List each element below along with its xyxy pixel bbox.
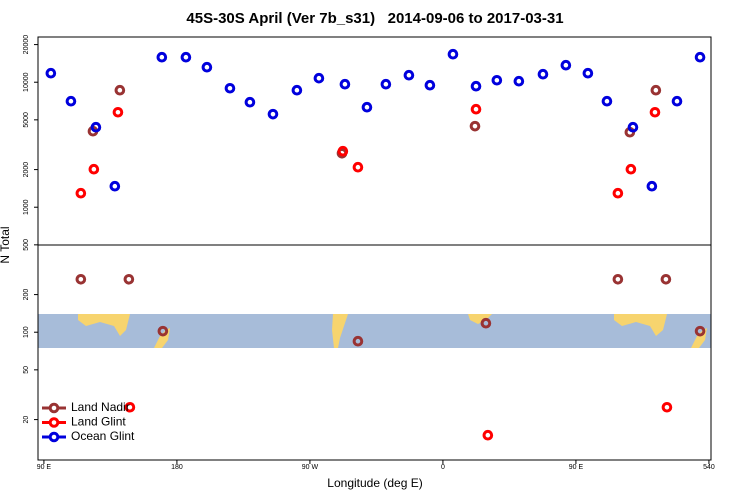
data-point xyxy=(88,163,100,175)
y-tick-label: 20 xyxy=(23,416,30,424)
data-point xyxy=(601,95,613,107)
data-point xyxy=(109,180,121,192)
map-strip xyxy=(38,314,711,348)
data-point xyxy=(627,121,639,133)
legend-label: Ocean Glint xyxy=(71,429,135,443)
x-tick-label: 90 E xyxy=(569,464,584,471)
data-point xyxy=(339,78,351,90)
data-point xyxy=(582,67,594,79)
data-point xyxy=(267,108,279,120)
x-tick-label: 180 xyxy=(171,464,183,471)
data-point xyxy=(649,106,661,118)
x-tick-label: 90 W xyxy=(302,464,319,471)
data-point xyxy=(537,68,549,80)
y-tick-label: 20000 xyxy=(23,35,30,55)
legend-marker xyxy=(48,431,60,443)
data-point xyxy=(112,106,124,118)
y-axis-label: N Total xyxy=(0,226,12,263)
data-point xyxy=(352,161,364,173)
y-tick-label: 500 xyxy=(23,239,30,251)
data-point xyxy=(694,51,706,63)
y-tick-label: 2000 xyxy=(23,162,30,178)
data-point xyxy=(224,82,236,94)
data-point xyxy=(65,95,77,107)
data-point xyxy=(625,163,637,175)
data-point xyxy=(403,69,415,81)
data-point xyxy=(660,274,672,285)
legend-marker xyxy=(48,417,60,428)
data-point xyxy=(491,74,503,86)
data-point xyxy=(612,187,624,199)
data-point xyxy=(646,180,658,192)
data-point xyxy=(671,95,683,107)
data-point xyxy=(469,120,481,132)
legend-label: Land Nadir xyxy=(71,400,130,414)
data-point xyxy=(114,84,126,96)
y-tick-label: 200 xyxy=(23,289,30,301)
chart-title: 45S-30S April (Ver 7b_s31) 2014-09-06 to… xyxy=(186,10,563,27)
data-point xyxy=(380,78,392,90)
data-point xyxy=(201,61,213,73)
data-point xyxy=(123,274,135,285)
data-point xyxy=(45,67,57,79)
data-point xyxy=(560,59,572,71)
data-point xyxy=(470,80,482,92)
data-point xyxy=(361,101,373,113)
legend-label: Land Glint xyxy=(71,415,126,429)
data-point xyxy=(313,72,325,84)
x-tick-label: 540 xyxy=(703,464,715,471)
data-point xyxy=(694,325,706,337)
data-point xyxy=(90,121,102,133)
data-point xyxy=(156,51,168,63)
x-axis-label: Longitude (deg E) xyxy=(327,476,422,490)
data-point xyxy=(291,84,303,96)
y-tick-label: 50 xyxy=(23,366,30,374)
y-tick-label: 100 xyxy=(23,326,30,338)
data-point xyxy=(650,84,662,96)
y-tick-label: 5000 xyxy=(23,112,30,128)
data-point xyxy=(75,274,87,285)
data-point xyxy=(157,325,169,337)
x-tick-label: 0 xyxy=(441,464,445,471)
data-point xyxy=(482,429,494,441)
data-point xyxy=(447,48,459,60)
y-tick-label: 10000 xyxy=(23,72,30,92)
y-tick-label: 1000 xyxy=(23,199,30,215)
data-point xyxy=(424,79,436,91)
data-point xyxy=(180,51,192,63)
data-point xyxy=(513,75,525,87)
data-point xyxy=(75,187,87,199)
data-point xyxy=(352,335,364,347)
legend-marker xyxy=(48,402,60,414)
data-point xyxy=(480,317,492,329)
plot-frame xyxy=(37,36,712,461)
data-point xyxy=(124,401,136,413)
data-point xyxy=(244,96,256,108)
x-tick-label: 90 E xyxy=(37,464,52,471)
data-point xyxy=(661,401,673,413)
data-point xyxy=(337,145,349,157)
data-point xyxy=(470,103,482,115)
data-point xyxy=(612,274,624,285)
